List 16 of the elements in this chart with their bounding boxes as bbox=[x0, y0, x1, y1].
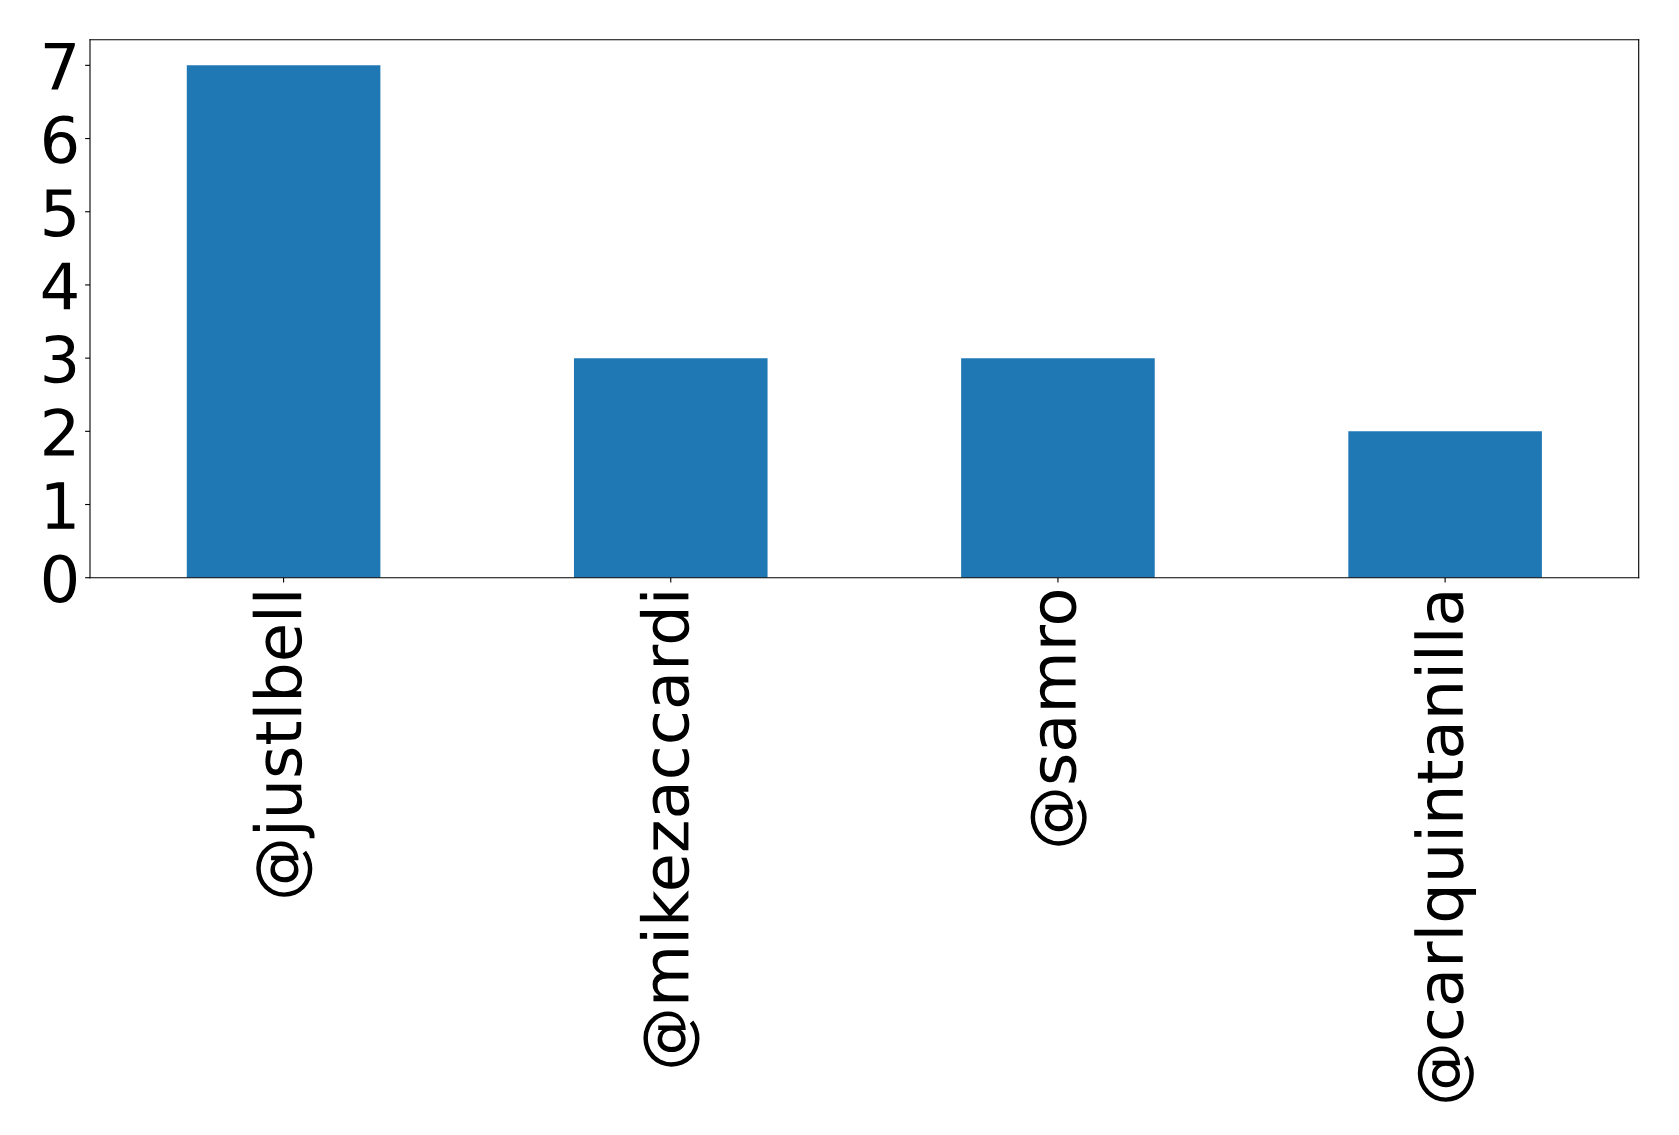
x-tick-label: @carlquintanilla bbox=[1414, 593, 1477, 1102]
bar bbox=[186, 65, 381, 578]
y-tick-label: 6 bbox=[44, 115, 77, 164]
y-tick-label: 0 bbox=[43, 554, 77, 603]
bar bbox=[1348, 431, 1542, 578]
bar bbox=[961, 358, 1155, 578]
x-tick-label: @justlbell bbox=[252, 593, 315, 897]
y-tick-label: 5 bbox=[44, 189, 75, 237]
y-tick-label: 1 bbox=[46, 482, 75, 529]
x-tick-label: @samro bbox=[1030, 590, 1087, 846]
x-tick-label: @mikezaccardi bbox=[639, 593, 700, 1067]
y-tick-label: 4 bbox=[42, 262, 77, 310]
bar bbox=[573, 358, 768, 578]
y-tick-label: 7 bbox=[44, 43, 75, 90]
y-tick-label: 3 bbox=[44, 334, 76, 384]
y-tick-label: 2 bbox=[44, 408, 74, 456]
